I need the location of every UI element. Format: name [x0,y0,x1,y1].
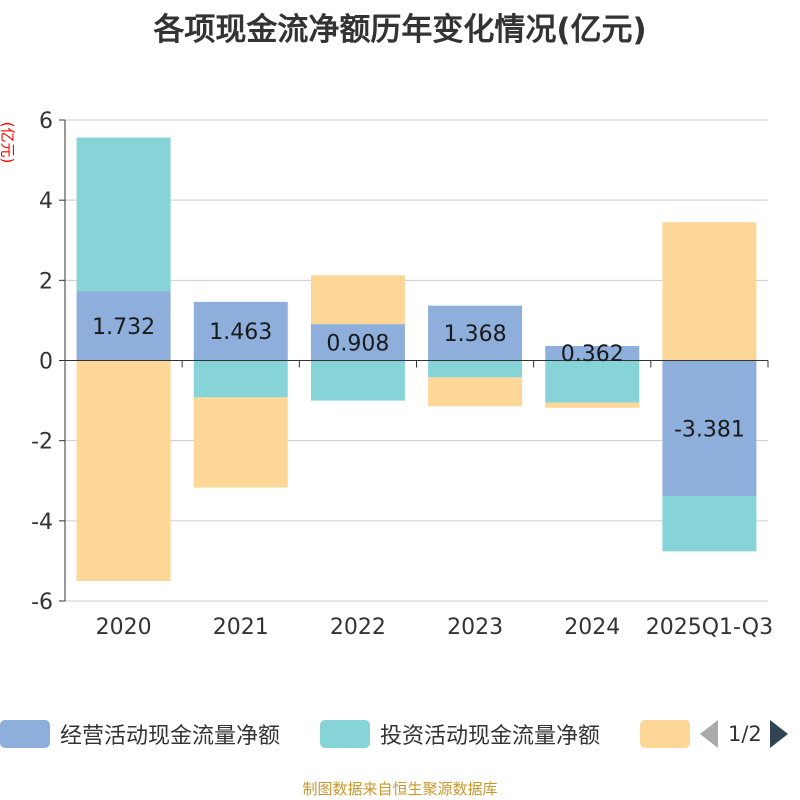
pager-next-icon[interactable] [769,720,788,748]
bar-segment-2-2023[interactable] [428,360,523,378]
bar-segment-2-2022[interactable] [310,360,405,401]
chart-title: 各项现金流净额历年变化情况(亿元) [153,12,647,48]
x-tick-label: 2025Q1-Q3 [646,615,773,640]
legend-label-operating: 经营活动现金流量净额 [60,724,281,749]
bar-segment-2-2021[interactable] [193,360,288,398]
legend-swatch-investing [320,720,370,748]
legend-swatch-third [640,720,690,748]
x-tick-label: 2024 [564,615,620,640]
bar-segment-1-2023[interactable] [428,305,523,361]
legend-item-third[interactable] [640,712,700,756]
source-footer: 制图数据来自恒生聚源数据库 [302,780,498,798]
legend-label-investing: 投资活动现金流量净额 [380,724,601,749]
bar-segment-1-2024[interactable] [545,345,640,361]
y-tick-label: 2 [39,269,53,294]
data-label: 1.368 [444,322,507,347]
y-tick-label: -2 [31,430,53,455]
legend-item-operating[interactable]: 经营活动现金流量净额 [0,712,280,756]
bar-segment-3-2024[interactable] [545,402,640,408]
y-tick-label: 6 [39,109,53,134]
legend-pager: 1/2 [700,712,788,756]
bar-segment-2-2024[interactable] [545,360,640,403]
bar-segment-1-2022[interactable] [310,324,405,361]
x-tick-label: 2021 [213,615,269,640]
y-tick-label: -4 [31,510,53,535]
data-label: 1.732 [92,315,155,340]
x-tick-label: 2023 [447,615,503,640]
bar-segment-1-2021[interactable] [193,301,288,361]
data-label: -3.381 [674,417,745,442]
data-label: 0.908 [326,331,389,356]
legend-item-investing[interactable]: 投资活动现金流量净额 [320,712,600,756]
bar-segment-1-2020[interactable] [76,291,171,361]
bar-segment-3-2022[interactable] [310,275,405,325]
bar-segment-3-2023[interactable] [428,377,523,407]
pager-text: 1/2 [728,722,762,746]
data-label: 1.463 [209,320,272,345]
y-tick-label: 0 [39,350,53,375]
bar-segment-2-2020[interactable] [76,137,171,292]
legend: 经营活动现金流量净额 投资活动现金流量净额 1/2 [0,712,800,756]
y-tick-label: 4 [39,189,53,214]
data-label: 0.362 [561,342,624,367]
bar-segment-1-2025Q1-Q3[interactable] [662,360,757,497]
y-tick-label: -6 [31,590,53,615]
bar-segment-3-2025Q1-Q3[interactable] [662,222,757,361]
bar-segment-3-2021[interactable] [193,397,288,488]
x-tick-label: 2020 [96,615,152,640]
bar-segment-2-2025Q1-Q3[interactable] [662,496,757,552]
bar-segment-3-2020[interactable] [76,360,171,581]
pager-prev-icon[interactable] [700,720,718,748]
x-tick-label: 2022 [330,615,386,640]
legend-swatch-operating [0,720,50,748]
